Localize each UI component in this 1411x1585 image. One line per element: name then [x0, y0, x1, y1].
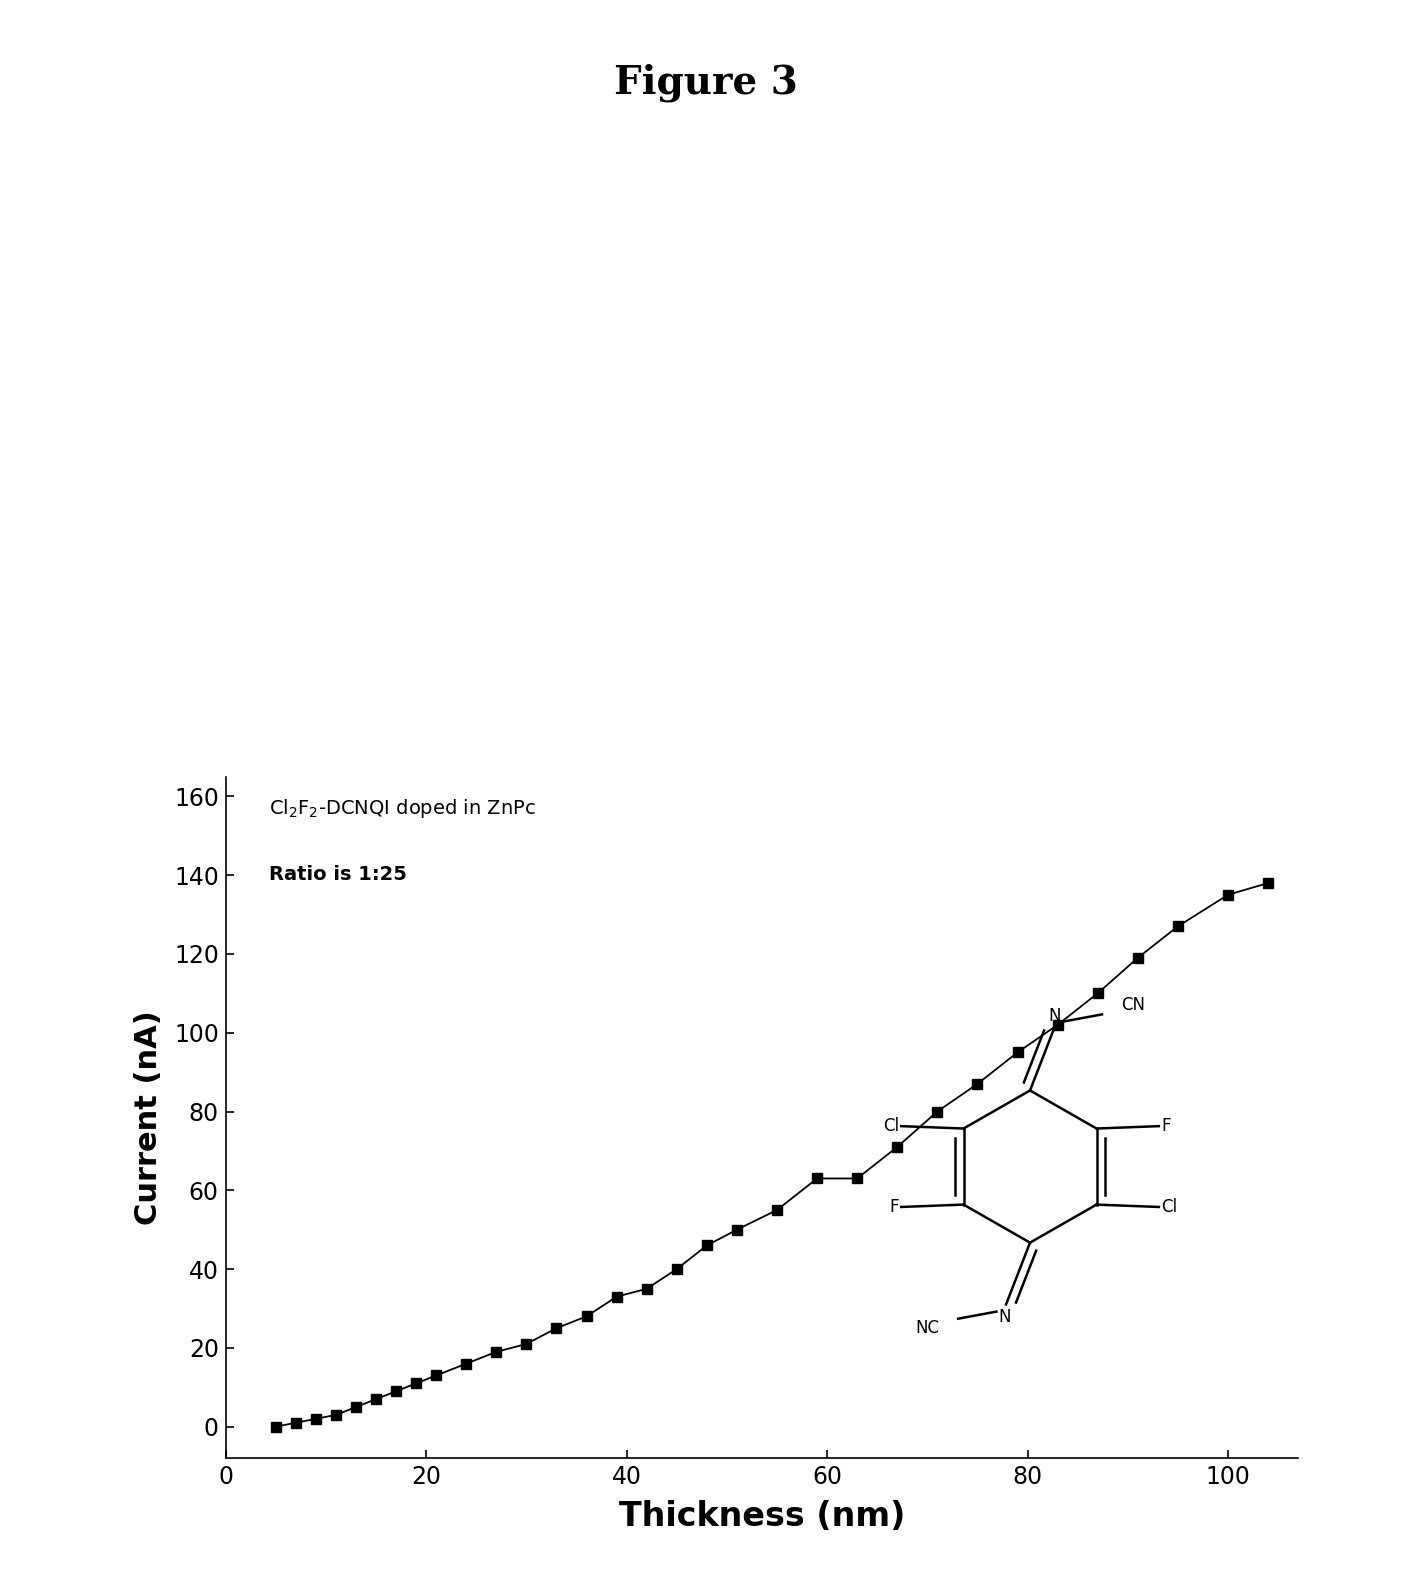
X-axis label: Thickness (nm): Thickness (nm): [619, 1501, 904, 1533]
Text: CN: CN: [1122, 995, 1146, 1014]
Text: Cl: Cl: [1161, 1198, 1177, 1216]
Text: F: F: [1161, 1117, 1171, 1135]
Text: Cl$_2$F$_2$-DCNQI doped in ZnPc: Cl$_2$F$_2$-DCNQI doped in ZnPc: [268, 797, 536, 819]
Text: N: N: [999, 1308, 1012, 1327]
Y-axis label: Current (nA): Current (nA): [134, 1010, 162, 1225]
Text: N: N: [1048, 1006, 1061, 1025]
Text: NC: NC: [914, 1319, 938, 1338]
Text: Cl: Cl: [883, 1117, 899, 1135]
Text: Figure 3: Figure 3: [614, 63, 797, 101]
Text: Ratio is 1:25: Ratio is 1:25: [268, 865, 406, 884]
Text: F: F: [889, 1198, 899, 1216]
